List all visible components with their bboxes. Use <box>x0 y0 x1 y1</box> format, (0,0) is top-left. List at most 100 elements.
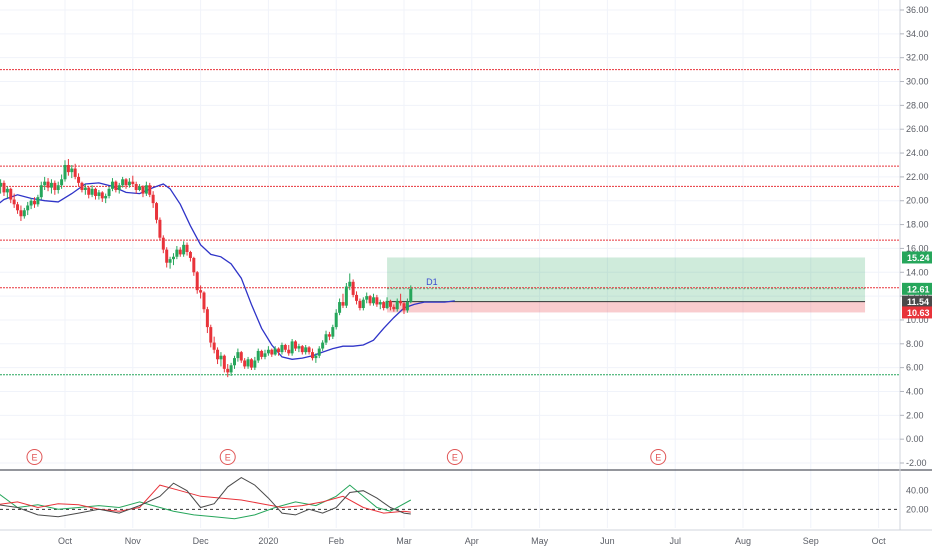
candle[interactable] <box>321 340 325 351</box>
candle[interactable] <box>249 358 253 371</box>
candle[interactable] <box>165 247 169 268</box>
candle[interactable] <box>260 349 264 360</box>
candle[interactable] <box>175 246 179 260</box>
candle[interactable] <box>19 205 23 222</box>
candle[interactable] <box>56 181 60 194</box>
candle[interactable] <box>310 348 314 361</box>
candle[interactable] <box>351 279 355 298</box>
candle[interactable] <box>324 330 328 345</box>
candle[interactable] <box>290 339 294 356</box>
candle[interactable] <box>273 346 277 356</box>
candle[interactable] <box>134 181 138 194</box>
candle[interactable] <box>110 178 114 192</box>
price-axis[interactable]: 36.00 34.00 32.00 30.00 28.00 26.00 24.00 22.00… <box>900 5 929 468</box>
candle[interactable] <box>256 348 260 363</box>
candle[interactable] <box>392 304 396 312</box>
candle[interactable] <box>117 182 121 194</box>
candle[interactable] <box>314 353 318 363</box>
candle[interactable] <box>70 164 74 179</box>
candle[interactable] <box>127 178 131 188</box>
candle[interactable] <box>334 309 338 330</box>
candle[interactable] <box>199 285 203 299</box>
candle[interactable] <box>375 294 379 307</box>
candle[interactable] <box>144 181 148 196</box>
candle[interactable] <box>155 201 159 224</box>
candle[interactable] <box>100 191 104 202</box>
candle[interactable] <box>161 235 165 254</box>
candle[interactable] <box>202 291 206 313</box>
candle[interactable] <box>205 306 209 334</box>
candle[interactable] <box>307 346 311 355</box>
candle[interactable] <box>371 293 375 306</box>
candle[interactable] <box>348 273 352 291</box>
candle[interactable] <box>229 362 233 376</box>
candle[interactable] <box>9 187 13 204</box>
candle[interactable] <box>77 173 81 187</box>
candle[interactable] <box>365 292 369 304</box>
candle[interactable] <box>43 176 47 191</box>
candle[interactable] <box>29 198 33 210</box>
candle[interactable] <box>399 293 403 306</box>
candle[interactable] <box>239 350 243 363</box>
candle[interactable] <box>168 256 172 269</box>
candle[interactable] <box>212 336 216 354</box>
candle[interactable] <box>182 241 186 257</box>
candle[interactable] <box>124 178 128 189</box>
candle[interactable] <box>277 347 281 356</box>
candle[interactable] <box>222 354 226 373</box>
candlesticks[interactable] <box>0 159 413 378</box>
candle[interactable] <box>243 358 247 369</box>
candle[interactable] <box>253 356 257 371</box>
candle[interactable] <box>233 355 236 369</box>
candle[interactable] <box>0 179 3 194</box>
candle[interactable] <box>304 344 308 355</box>
candle[interactable] <box>26 201 30 216</box>
horizontal-levels[interactable] <box>0 69 900 376</box>
candle[interactable] <box>104 193 108 204</box>
candle[interactable] <box>121 176 125 188</box>
candle[interactable] <box>327 331 331 341</box>
candle[interactable] <box>388 299 392 311</box>
candle[interactable] <box>378 299 382 310</box>
candle[interactable] <box>382 300 386 311</box>
candle[interactable] <box>355 291 359 305</box>
candle[interactable] <box>94 187 98 200</box>
candle[interactable] <box>361 297 365 311</box>
candle[interactable] <box>16 201 20 214</box>
candle[interactable] <box>49 179 53 194</box>
candle[interactable] <box>83 184 87 195</box>
candle[interactable] <box>280 342 284 355</box>
candle[interactable] <box>263 349 267 360</box>
earnings-marker[interactable]: E <box>26 449 43 465</box>
loss-zone[interactable] <box>387 301 866 313</box>
candle[interactable] <box>294 340 298 351</box>
candle[interactable] <box>90 185 94 198</box>
candle[interactable] <box>287 344 291 356</box>
candle[interactable] <box>2 180 6 196</box>
earnings-marker[interactable]: E <box>446 449 463 465</box>
candle[interactable] <box>60 174 64 189</box>
candle[interactable] <box>226 364 230 378</box>
candle[interactable] <box>12 193 16 208</box>
candle[interactable] <box>192 256 196 276</box>
candle[interactable] <box>36 194 40 207</box>
candle[interactable] <box>195 271 199 294</box>
candle[interactable] <box>32 197 36 208</box>
candle[interactable] <box>151 191 155 208</box>
time-axis[interactable]: epOctNovDec2020FebMarAprMayJunJulAugSepO… <box>0 536 886 546</box>
profit-zone[interactable] <box>387 257 866 302</box>
candle[interactable] <box>5 186 9 199</box>
candle[interactable] <box>209 324 213 348</box>
candle[interactable] <box>171 253 175 266</box>
candle[interactable] <box>270 348 274 357</box>
candle[interactable] <box>409 285 413 304</box>
candle[interactable] <box>188 250 192 262</box>
candle[interactable] <box>297 343 301 353</box>
candle[interactable] <box>158 217 162 241</box>
earnings-marker[interactable]: E <box>650 449 667 465</box>
candle[interactable] <box>385 297 389 310</box>
candle[interactable] <box>368 294 372 306</box>
candle[interactable] <box>236 348 240 362</box>
candle[interactable] <box>283 343 287 353</box>
candle[interactable] <box>246 356 250 369</box>
